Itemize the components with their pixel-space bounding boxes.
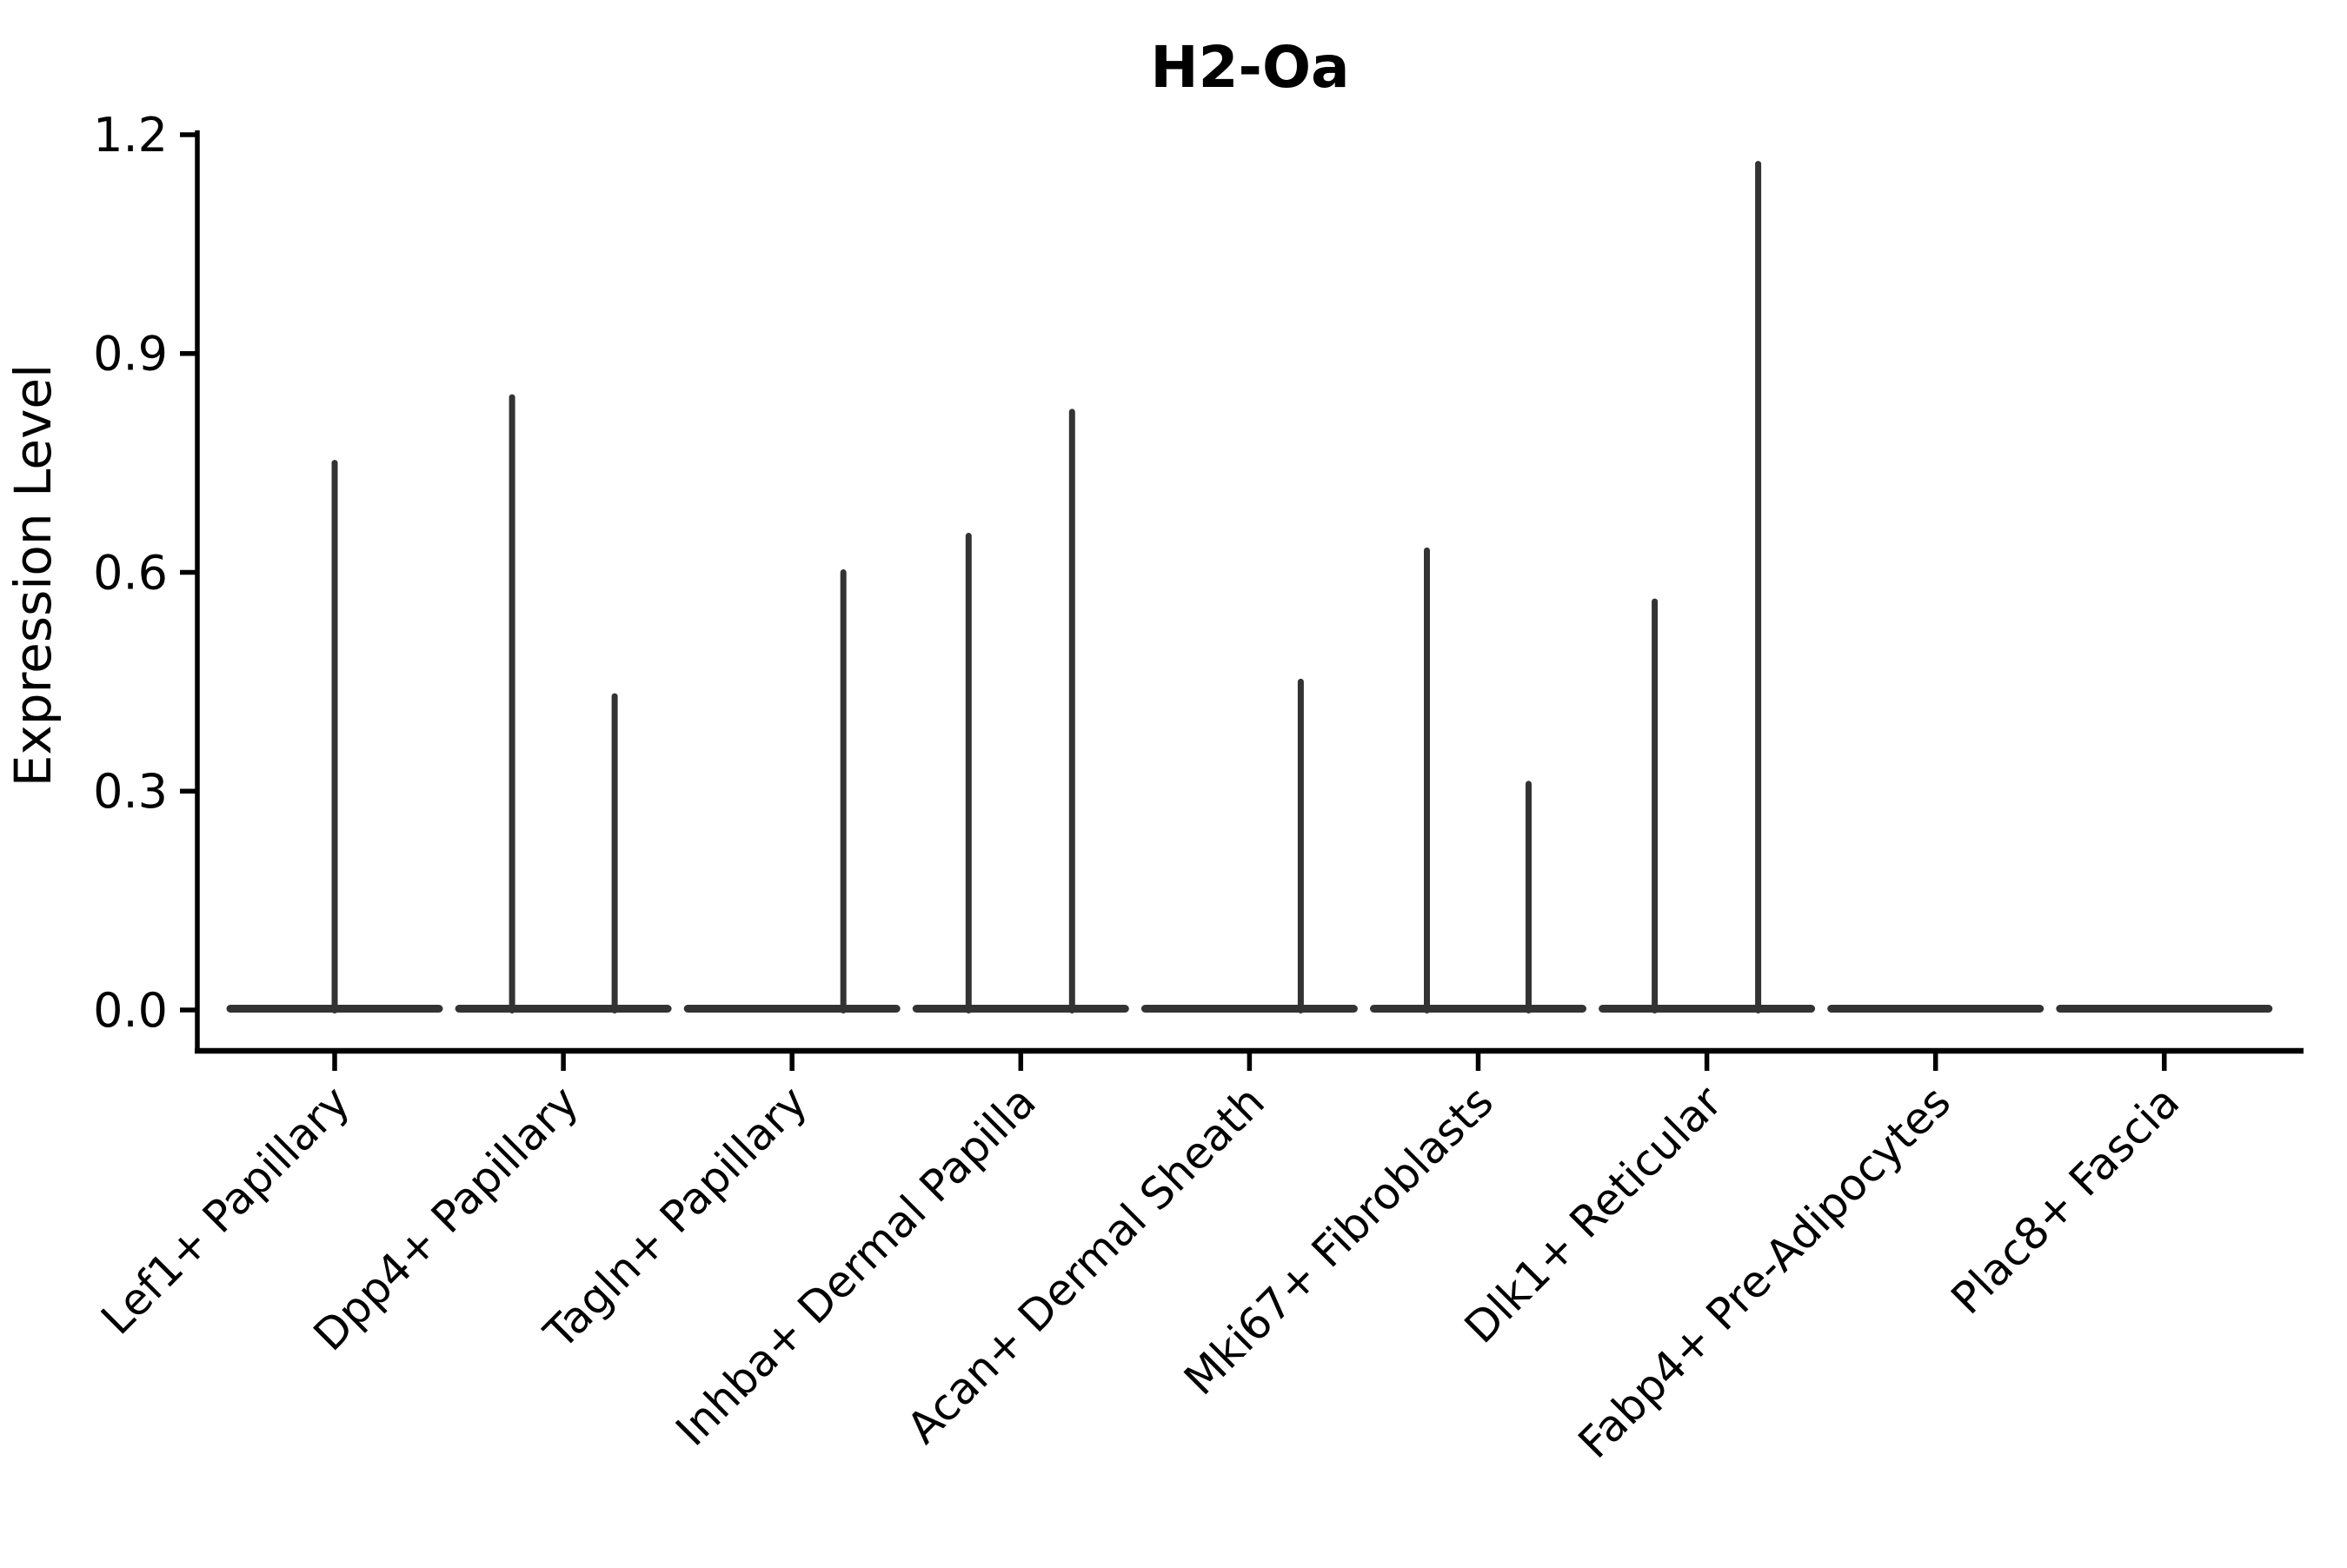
- y-tick-label: 0.9: [93, 327, 168, 382]
- violins: [226, 161, 2273, 1013]
- y-tick-labels: 0.0 0.3 0.6 0.9 1.2: [93, 108, 197, 1038]
- violin: [683, 568, 901, 1013]
- y-tick-label: 0.3: [93, 764, 168, 819]
- x-tick-label: Fabp4+ Pre-Adipocytes: [1569, 1076, 1961, 1468]
- y-axis-title: Expression Level: [3, 364, 63, 787]
- y-tick-label: 0.0: [93, 983, 168, 1038]
- x-tick-label: Plac8+ Fascia: [1942, 1076, 2190, 1324]
- violin: [1599, 161, 1816, 1013]
- plot-title: H2-Oa: [1150, 34, 1349, 101]
- x-tick-label: Lef1+ Papillary: [91, 1076, 359, 1344]
- violin: [455, 394, 672, 1013]
- violin: [912, 409, 1129, 1013]
- violin: [226, 460, 443, 1013]
- violin: [1370, 547, 1586, 1013]
- y-tick-label: 1.2: [93, 108, 168, 163]
- violin: [1140, 678, 1358, 1013]
- y-tick-label: 0.6: [93, 545, 168, 600]
